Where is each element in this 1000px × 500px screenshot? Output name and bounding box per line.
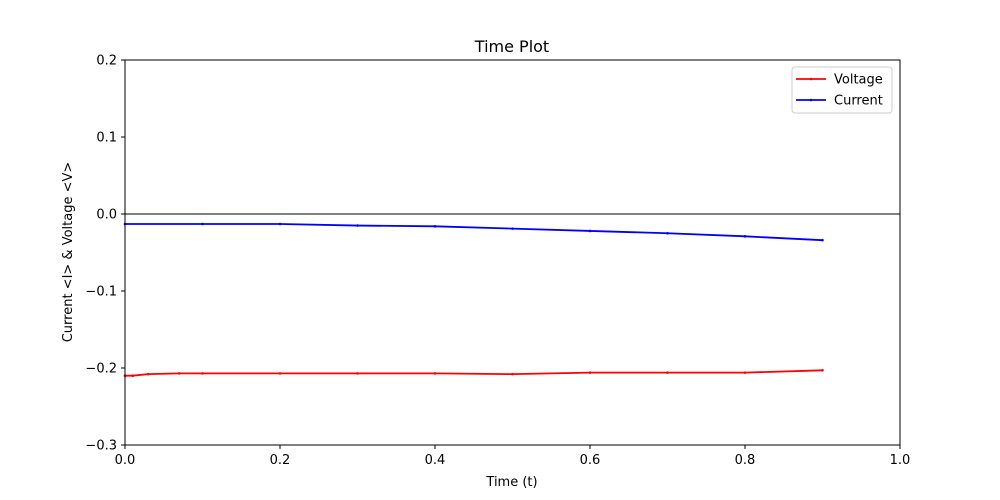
voltage-data-point [146, 372, 150, 376]
voltage-data-point [278, 372, 282, 375]
current-data-point [201, 222, 204, 226]
voltage-data-point [177, 372, 181, 375]
voltage-legend-label: Voltage [834, 73, 883, 88]
current-legend-label: Current [834, 94, 883, 109]
x-tick-label: 1.0 [890, 453, 911, 468]
y-tick-label: −0.3 [85, 439, 117, 454]
chart-title: Time Plot [474, 37, 549, 56]
current-data-point [433, 225, 437, 228]
x-tick-label: 0.4 [425, 453, 446, 468]
voltage-data-point [511, 372, 514, 376]
voltage-data-point [821, 369, 824, 372]
x-tick-label: 0.2 [270, 453, 291, 468]
y-tick-label: −0.2 [85, 362, 117, 377]
voltage-data-point [588, 371, 592, 374]
x-tick-label: 0.0 [115, 453, 136, 468]
current-data-point [821, 238, 824, 242]
x-tick-label: 0.8 [735, 453, 756, 468]
voltage-data-point [356, 372, 359, 375]
y-tick-label: 0.0 [96, 208, 117, 223]
current-data-point [588, 229, 592, 233]
legend: Voltage Current [791, 66, 893, 114]
y-tick-label: 0.1 [96, 131, 117, 146]
y-axis-label: Current <I> & Voltage <V> [61, 162, 76, 343]
current-data-point [511, 227, 514, 230]
x-tick-label: 0.6 [580, 453, 601, 468]
voltage-data-point [743, 371, 747, 374]
plot-area: 0.0 0.2 0.4 0.6 0.8 1.0 −0.3 −0.2 −0.1 0.0 0.1 0.2 [85, 54, 910, 469]
current-data-point [356, 224, 359, 227]
x-axis-label: Time (t) [485, 475, 537, 490]
current-legend-marker [809, 98, 813, 102]
voltage-data-point [201, 372, 204, 375]
current-data-point [743, 235, 747, 238]
voltage-legend-marker [809, 77, 813, 81]
y-tick-label: −0.1 [85, 285, 117, 300]
voltage-data-point [131, 374, 135, 378]
voltage-data-point [433, 372, 437, 375]
voltage-data-point [666, 371, 669, 374]
current-series-line [125, 223, 823, 242]
axes-frame [124, 59, 901, 446]
current-data-point [278, 222, 282, 226]
current-data-point [666, 231, 669, 235]
y-tick-label: 0.2 [96, 54, 117, 69]
